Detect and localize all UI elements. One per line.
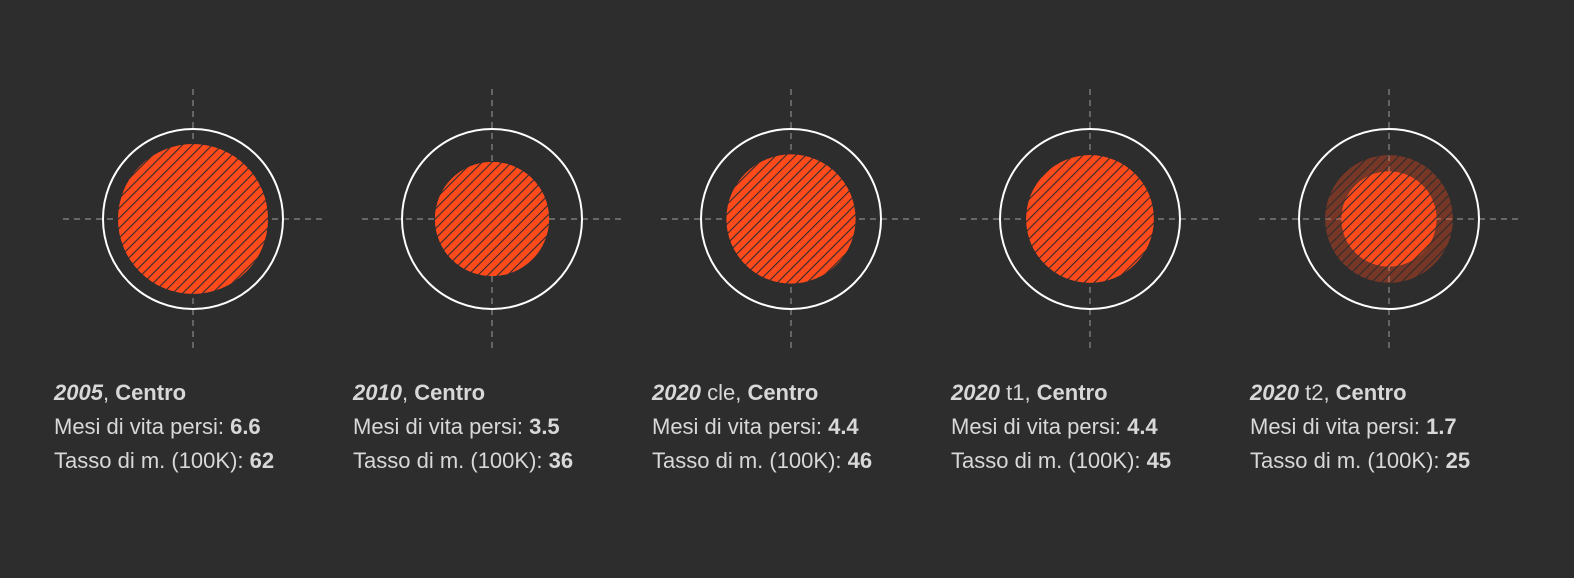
panel-title: 2020 cle, Centro	[652, 380, 819, 405]
reference-ring	[999, 128, 1181, 310]
months-lost-label: Mesi di vita persi:	[54, 414, 224, 439]
panel-suffix: t1	[1006, 380, 1025, 405]
rate-label: Tasso di m. (100K):	[353, 448, 543, 473]
panel-suffix: cle	[707, 380, 736, 405]
panel-graphic	[362, 89, 622, 349]
rate-line: Tasso di m. (100K): 62	[54, 444, 344, 478]
panel-caption: 2010, Centro Mesi di vita persi: 3.5 Tasso…	[353, 376, 643, 478]
rate-circle	[118, 144, 268, 294]
rate-value: 62	[249, 448, 275, 473]
rate-value: 25	[1445, 448, 1471, 473]
rate-label: Tasso di m. (100K):	[54, 448, 244, 473]
months-lost-label: Mesi di vita persi:	[1250, 414, 1420, 439]
rate-line: Tasso di m. (100K): 46	[652, 444, 942, 478]
rate-circle	[726, 154, 856, 284]
panel-caption: 2020 t2, Centro Mesi di vita persi: 1.7 Ta…	[1250, 376, 1540, 478]
months-lost-line: Mesi di vita persi: 4.4	[652, 410, 942, 444]
rate-circle	[434, 161, 550, 277]
reference-ring	[102, 128, 284, 310]
reference-ring	[401, 128, 583, 310]
panel-area: Centro	[414, 380, 486, 405]
panel-title: 2020 t2, Centro	[1250, 380, 1407, 405]
panel-year: 2020	[951, 380, 1000, 405]
panel-year: 2010	[353, 380, 402, 405]
months-lost-label: Mesi di vita persi:	[353, 414, 523, 439]
panel-caption: 2020 t1, Centro Mesi di vita persi: 4.4 Ta…	[951, 376, 1241, 478]
months-lost-value: 1.7	[1426, 414, 1457, 439]
months-lost-label: Mesi di vita persi:	[652, 414, 822, 439]
reference-ring	[700, 128, 882, 310]
panel-title: 2010, Centro	[353, 380, 486, 405]
panel-title: 2005, Centro	[54, 380, 187, 405]
panel-graphic	[661, 89, 921, 349]
rate-circle	[1026, 155, 1154, 283]
panel-graphic	[1259, 89, 1519, 349]
panel-area: Centro	[747, 380, 819, 405]
rate-value: 46	[847, 448, 873, 473]
panel-graphic	[960, 89, 1220, 349]
rate-value: 45	[1146, 448, 1172, 473]
months-lost-value: 3.5	[529, 414, 560, 439]
months-lost-line: Mesi di vita persi: 1.7	[1250, 410, 1540, 444]
panel-area: Centro	[1335, 380, 1407, 405]
months-lost-line: Mesi di vita persi: 3.5	[353, 410, 643, 444]
months-lost-value: 4.4	[1127, 414, 1158, 439]
panel-year: 2020	[652, 380, 701, 405]
rate-label: Tasso di m. (100K):	[951, 448, 1141, 473]
months-lost-line: Mesi di vita persi: 4.4	[951, 410, 1241, 444]
panel-suffix: t2	[1305, 380, 1324, 405]
panel-year: 2020	[1250, 380, 1299, 405]
panel-graphic	[63, 89, 323, 349]
months-lost-label: Mesi di vita persi:	[951, 414, 1121, 439]
months-lost-value: 4.4	[828, 414, 859, 439]
rate-circle	[1341, 171, 1437, 267]
reference-ring	[1298, 128, 1480, 310]
rate-label: Tasso di m. (100K):	[652, 448, 842, 473]
months-lost-value: 6.6	[230, 414, 261, 439]
months-lost-line: Mesi di vita persi: 6.6	[54, 410, 344, 444]
rate-line: Tasso di m. (100K): 36	[353, 444, 643, 478]
panel-area: Centro	[115, 380, 187, 405]
panel-year: 2005	[54, 380, 103, 405]
panel-caption: 2020 cle, Centro Mesi di vita persi: 4.4 T…	[652, 376, 942, 478]
rate-line: Tasso di m. (100K): 45	[951, 444, 1241, 478]
panel-area: Centro	[1036, 380, 1108, 405]
rate-value: 36	[548, 448, 574, 473]
rate-label: Tasso di m. (100K):	[1250, 448, 1440, 473]
rate-line: Tasso di m. (100K): 25	[1250, 444, 1540, 478]
panel-title: 2020 t1, Centro	[951, 380, 1108, 405]
panel-caption: 2005, Centro Mesi di vita persi: 6.6 Tasso…	[54, 376, 344, 478]
